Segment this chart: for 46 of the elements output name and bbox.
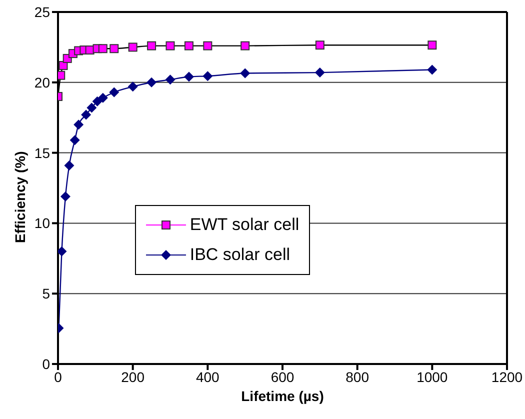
y-tick-label: 5 [42, 286, 50, 302]
point [184, 72, 194, 82]
point [166, 41, 175, 50]
point [315, 40, 324, 50]
y-tick-label: 15 [34, 144, 50, 161]
point [92, 96, 102, 106]
x-tick-label: 0 [54, 368, 62, 385]
x-tick-label: 800 [346, 368, 370, 385]
point [240, 68, 250, 78]
point [86, 102, 97, 113]
x-tick-label: 600 [270, 368, 294, 385]
x-tick-label: 1200 [491, 368, 523, 385]
point [203, 41, 212, 50]
legend-label: EWT solar cell [190, 214, 300, 234]
point [128, 42, 138, 52]
point [240, 41, 250, 50]
point [81, 110, 92, 120]
point [60, 191, 70, 202]
y-tick-label: 20 [34, 74, 50, 90]
point [74, 120, 84, 130]
point [98, 92, 108, 103]
x-axis-title: Lifetime (µs) [241, 388, 324, 404]
point [184, 41, 194, 50]
y-tick-label: 25 [34, 4, 50, 20]
point [58, 61, 68, 70]
y-tick-label: 0 [42, 356, 50, 372]
point [110, 44, 119, 54]
point [146, 77, 157, 88]
y-tick-label: 10 [34, 215, 50, 232]
point [314, 68, 325, 78]
point [58, 246, 67, 256]
point [147, 41, 156, 50]
point [128, 82, 138, 92]
legend-label: IBC solar cell [190, 244, 290, 264]
point [70, 135, 80, 146]
point [428, 40, 437, 50]
x-tick-label: 400 [196, 368, 220, 385]
point [202, 71, 213, 82]
point [427, 64, 438, 75]
point [109, 87, 120, 98]
x-tick-label: 200 [121, 368, 145, 385]
point [98, 44, 108, 54]
y-axis-title: Efficiency (%) [12, 151, 28, 243]
point [165, 74, 176, 85]
x-tick-label: 1000 [416, 368, 448, 385]
point [64, 160, 74, 170]
